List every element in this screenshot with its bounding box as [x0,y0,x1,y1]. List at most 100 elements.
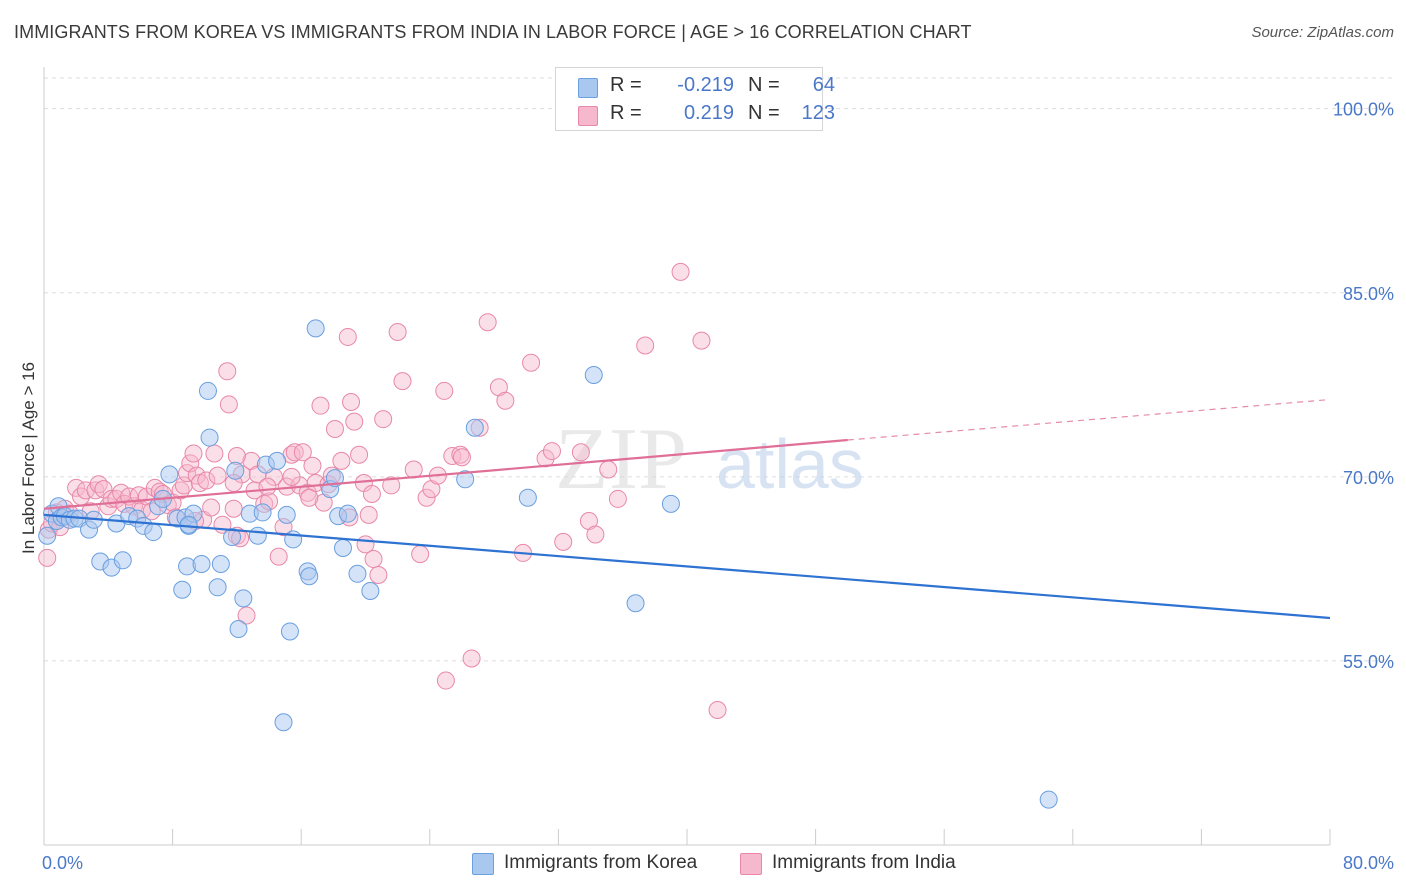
legend-n-label: N = [748,102,780,124]
india-point [435,381,454,400]
india-point [356,535,375,554]
india-trend-line [43,438,848,510]
korea-point [234,589,253,608]
india-point [692,331,711,350]
watermark: ZIP atlas [555,411,864,508]
korea-point [465,418,484,437]
india-point [436,671,455,690]
y-tick-label: 70.0% [1343,468,1394,488]
india-point [282,467,301,486]
india-point [452,448,471,467]
india-swatch [578,106,598,126]
india-point [522,353,541,372]
legend-r-value: 0.219 [683,102,734,124]
korea-point [211,554,230,573]
india-point [608,489,627,508]
korea-point [208,578,227,597]
india-point [171,481,190,500]
stats-legend: R = -0.219 N = 64 R = 0.219 N = 123 [555,67,835,131]
korea-point [226,461,245,480]
y-tick-label: 55.0% [1343,652,1394,672]
korea-point [38,526,57,545]
india-point [636,336,655,355]
x-tick-label: 80.0% [1343,853,1394,873]
korea-point [1039,790,1058,809]
korea-points [38,319,1058,809]
india-point [496,391,515,410]
india-point [417,488,436,507]
india-point [342,392,361,411]
korea-point [361,581,380,600]
legend-r-value: -0.219 [677,74,734,96]
india-point [362,485,381,504]
korea-point [661,494,680,513]
korea-point [626,594,645,613]
india-point [359,505,378,524]
korea-point [274,713,293,732]
india-point [393,372,412,391]
grid-layer [44,77,1394,662]
korea-point [144,523,163,542]
y-axis-label: In Labor Force | Age > 16 [19,362,38,554]
chart-title: IMMIGRANTS FROM KOREA VS IMMIGRANTS FROM… [14,22,972,42]
x-tick-label: 0.0% [42,853,83,873]
korea-point [192,554,211,573]
india-point [202,498,221,517]
korea-point [348,564,367,583]
india-point [364,550,383,569]
korea-point [277,505,296,524]
korea-point [160,465,179,484]
y-tick-label: 85.0% [1343,284,1394,304]
india-point [404,460,423,479]
korea-swatch [578,78,598,98]
labels-layer: 55.0% 70.0% 85.0% 100.0% 0.0% 80.0% [42,100,1394,873]
india-point [303,456,322,475]
korea-point [306,319,325,338]
korea-point [113,551,132,570]
india-point [293,443,312,462]
korea-legend-label: Immigrants from Korea [504,852,698,873]
india-point [571,443,590,462]
legend-r-label: R = [610,102,642,124]
india-point [38,548,57,567]
y-tick-label: 100.0% [1333,100,1394,120]
india-point [338,327,357,346]
india-point [586,525,605,544]
india-point [671,262,690,281]
india-point [218,362,237,381]
india-point [89,475,108,494]
korea-point [584,365,603,384]
korea-point [333,539,352,558]
legend-n-value: 123 [801,102,835,124]
india-trend-extension [847,398,1331,441]
korea-point [173,580,192,599]
korea-point [268,451,287,470]
india-point [237,606,256,625]
india-point [224,499,243,518]
korea-point [223,527,242,546]
watermark-atlas: atlas [716,425,864,503]
source-credit: Source: ZipAtlas.com [1251,24,1394,41]
india-point [219,395,238,414]
india-point [205,444,224,463]
india-point [311,396,330,415]
korea-legend-swatch [472,853,494,875]
korea-point [248,526,267,545]
legend-r-label: R = [610,74,642,96]
trend-layer [43,398,1331,620]
korea-point [200,428,219,447]
korea-trend-line [43,513,1331,620]
axes-layer [43,67,1331,846]
india-point [374,410,393,429]
korea-point [253,503,272,522]
india-point [388,323,407,342]
india-point [258,477,277,496]
india-point [300,488,319,507]
korea-point [456,470,475,489]
korea-point [338,504,357,523]
india-legend-label: Immigrants from India [772,852,956,873]
india-point [208,466,227,485]
india-point [542,442,561,461]
india-point [599,460,618,479]
